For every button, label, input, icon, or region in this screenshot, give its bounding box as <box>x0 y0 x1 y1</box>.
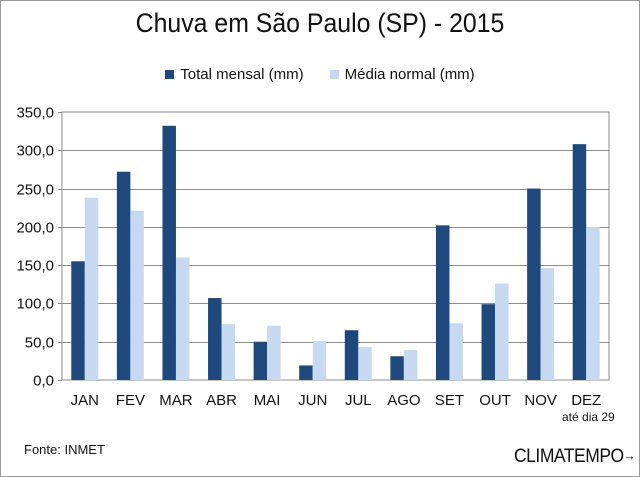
logo-arrow-icon: → <box>623 448 636 463</box>
bar-normal <box>221 324 236 380</box>
source-label: Fonte: INMET <box>24 442 105 457</box>
bar-total <box>162 125 176 380</box>
climatempo-logo: CLIMATEMPO→ <box>514 446 636 468</box>
y-tick-label: 150,0 <box>16 258 54 275</box>
x-tick-label: MAI <box>254 392 281 409</box>
plot-area-border <box>61 111 610 381</box>
x-tick-label: NOV <box>524 392 557 409</box>
y-tick-label: 50,0 <box>25 335 54 352</box>
x-tick-label: DEZ <box>571 392 601 409</box>
bar-normal <box>84 197 99 380</box>
bar-total <box>481 304 496 380</box>
chart-legend: Total mensal (mm) Média normal (mm) <box>0 66 640 83</box>
bar-total <box>344 330 359 380</box>
bar-normal <box>586 226 600 380</box>
bar-normal <box>130 210 144 380</box>
bar-total <box>572 144 587 380</box>
y-tick-label: 250,0 <box>16 182 54 199</box>
legend-label-total: Total mensal (mm) <box>180 66 304 83</box>
x-tick-label: SET <box>435 392 464 409</box>
legend-swatch-normal <box>329 70 339 79</box>
y-tick-label: 300,0 <box>16 143 54 160</box>
x-tick-label: FEV <box>116 392 145 409</box>
legend-swatch-total <box>165 70 175 79</box>
bar-normal <box>449 323 463 380</box>
x-tick-label: JAN <box>71 392 99 409</box>
y-tick-label: 350,0 <box>16 105 54 122</box>
legend-item-total: Total mensal (mm) <box>165 66 304 83</box>
x-tick-label: MAR <box>159 392 193 409</box>
y-tick-label: 0,0 <box>33 373 54 390</box>
bar-total <box>299 365 313 380</box>
legend-label-normal: Média normal (mm) <box>344 66 475 83</box>
bar-total <box>435 225 450 380</box>
legend-item-normal: Média normal (mm) <box>329 66 475 83</box>
bar-normal <box>495 283 509 380</box>
bar-normal <box>175 257 190 380</box>
bar-total <box>116 171 131 380</box>
x-tick-label: ABR <box>206 392 237 409</box>
bar-total <box>253 341 268 380</box>
bar-total <box>71 261 85 380</box>
logo-text: CLIMATEMPO <box>514 446 624 467</box>
bar-total <box>527 188 541 380</box>
december-note: até dia 29 <box>562 410 615 424</box>
x-tick-label: AGO <box>387 392 420 409</box>
bar-total <box>208 298 222 380</box>
bar-normal <box>540 268 555 380</box>
bar-total <box>390 356 404 380</box>
y-tick-label: 200,0 <box>16 220 54 237</box>
bar-normal <box>403 350 418 380</box>
bar-normal <box>267 325 281 380</box>
x-tick-label: JUL <box>345 392 372 409</box>
x-tick-label: OUT <box>479 392 511 409</box>
bar-normal <box>312 340 327 380</box>
bar-normal <box>358 347 372 380</box>
chart-title: Chuva em São Paulo (SP) - 2015 <box>135 8 505 38</box>
y-tick-label: 100,0 <box>16 296 54 313</box>
x-tick-label: JUN <box>298 392 327 409</box>
